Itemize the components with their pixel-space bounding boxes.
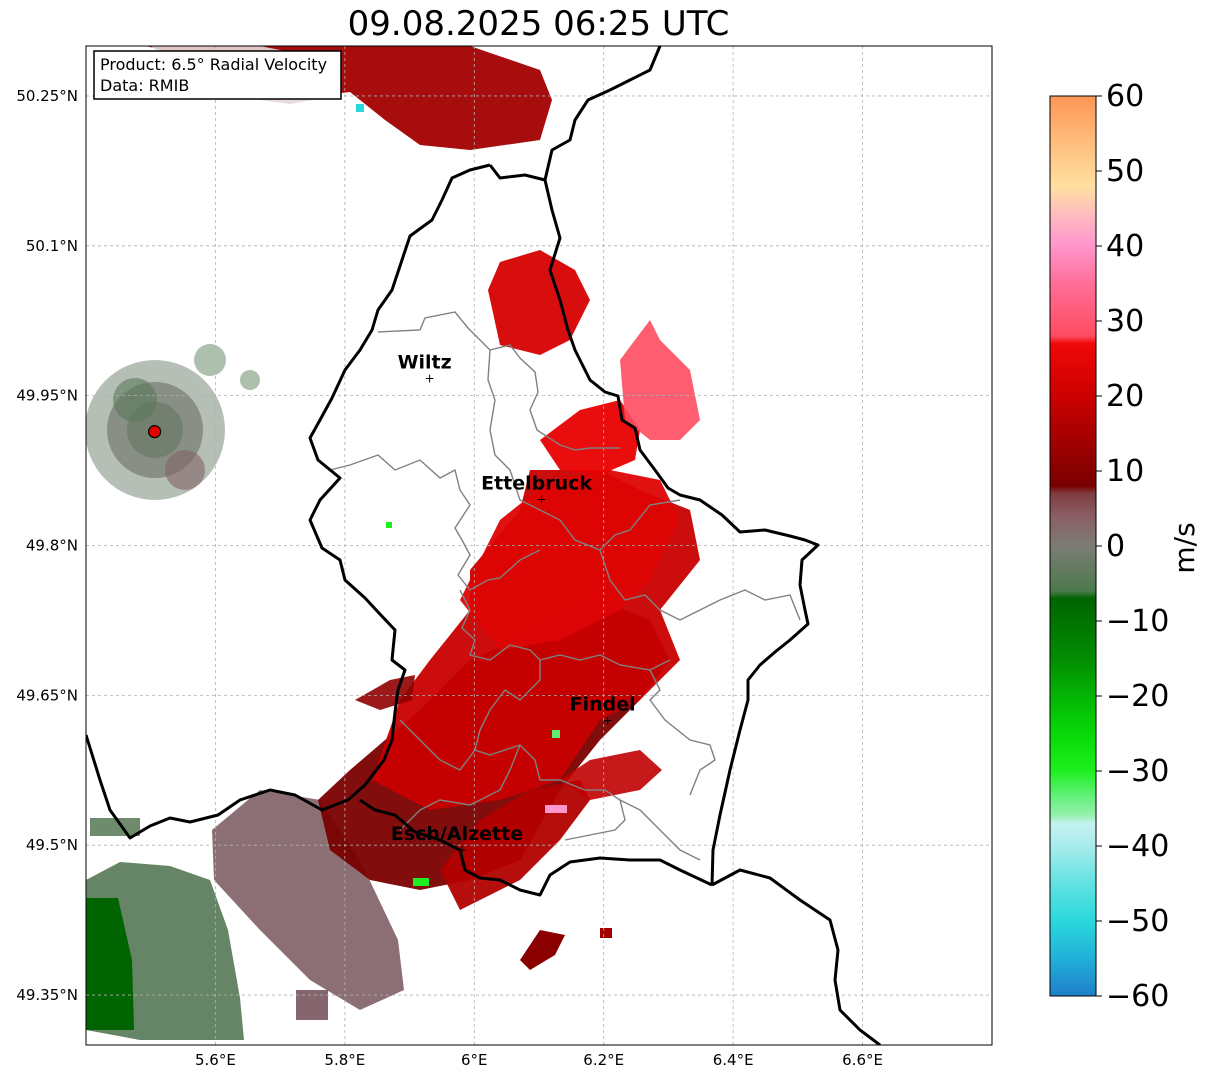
southwest-dark-green-echo bbox=[86, 898, 134, 1030]
y-tick-label: 50.1°N bbox=[26, 237, 78, 255]
city-label: Findel bbox=[570, 693, 636, 715]
info-box: Product: 6.5° Radial Velocity Data: RMIB bbox=[93, 50, 342, 100]
pink-echo-cluster bbox=[620, 320, 700, 440]
y-tick-label: 49.65°N bbox=[16, 686, 78, 704]
southwest-teal-patch bbox=[90, 818, 140, 836]
y-tick-label: 50.25°N bbox=[16, 87, 78, 105]
map-area: +Wiltz+Ettelbruck+Findel+Esch/Alzette Pr… bbox=[86, 46, 992, 1045]
southeast-echo-cell bbox=[560, 750, 662, 800]
cyan-pixel bbox=[356, 104, 364, 112]
northeast-echo-cell bbox=[488, 250, 590, 355]
x-tick-label: 6.4°E bbox=[713, 1051, 754, 1069]
city-marker: + bbox=[425, 372, 435, 386]
x-tick-label: 6.2°E bbox=[583, 1051, 624, 1069]
y-tick-label: 49.8°N bbox=[26, 537, 78, 555]
map-title: 09.08.2025 06:25 UTC bbox=[347, 4, 730, 44]
main-receding-echo-bright bbox=[460, 470, 680, 650]
colorbar-tick-label: 20 bbox=[1106, 379, 1144, 414]
east-echo-bright bbox=[540, 400, 640, 475]
southwest-grey-cell bbox=[296, 990, 328, 1020]
colorbar-unit-label: m/s bbox=[1168, 522, 1201, 573]
pink-pixel bbox=[545, 805, 567, 813]
colorbar-tick-label: 10 bbox=[1106, 454, 1144, 489]
city-marker: + bbox=[537, 493, 547, 507]
info-data-source: Data: RMIB bbox=[100, 76, 189, 95]
x-tick-label: 6°E bbox=[461, 1051, 488, 1069]
city-marker: + bbox=[603, 713, 613, 727]
colorbar-tick-label: −10 bbox=[1106, 604, 1169, 639]
info-product: Product: 6.5° Radial Velocity bbox=[100, 55, 327, 74]
green-pixel bbox=[552, 730, 560, 738]
x-axis: 5.6°E 5.8°E 6°E 6.2°E 6.4°E 6.6°E bbox=[195, 1051, 883, 1069]
x-tick-label: 5.8°E bbox=[324, 1051, 365, 1069]
colorbar-tick-label: −20 bbox=[1106, 679, 1169, 714]
colorbar: 60 50 40 30 20 10 0 −10 −20 −30 −40 −50 −60 m/s bbox=[1049, 79, 1201, 1014]
y-tick-label: 49.95°N bbox=[16, 387, 78, 405]
bottom-echo-cell bbox=[520, 930, 565, 970]
city-label: Ettelbruck bbox=[481, 473, 592, 495]
colorbar-tick-label: 30 bbox=[1106, 304, 1144, 339]
city-marker: + bbox=[457, 843, 467, 857]
city-layer: +Wiltz+Ettelbruck+Findel+Esch/Alzette bbox=[391, 352, 636, 858]
colorbar-tick-label: 50 bbox=[1106, 154, 1144, 189]
country-borders bbox=[86, 46, 881, 1045]
colorbar-tick-label: 0 bbox=[1106, 529, 1125, 564]
x-tick-label: 6.6°E bbox=[842, 1051, 883, 1069]
x-tick-label: 5.6°E bbox=[195, 1051, 236, 1069]
map-frame bbox=[85, 45, 993, 1046]
colorbar-tick-label: −50 bbox=[1106, 904, 1169, 939]
southeast-small-cell bbox=[600, 928, 612, 938]
y-axis: 50.25°N 50.1°N 49.95°N 49.8°N 49.65°N 49.5°N 4… bbox=[16, 87, 78, 1004]
y-tick-label: 49.5°N bbox=[26, 836, 78, 854]
city-label: Wiltz bbox=[398, 352, 452, 374]
colorbar-ticks: 60 50 40 30 20 10 0 −10 −20 −30 −40 −50 −60 bbox=[1096, 79, 1169, 1014]
luxembourg-border bbox=[86, 163, 491, 840]
colorbar-tick-label: 40 bbox=[1106, 229, 1144, 264]
colorbar-tick-label: −30 bbox=[1106, 754, 1169, 789]
city-label: Esch/Alzette bbox=[391, 823, 523, 845]
colorbar-tick-label: 60 bbox=[1106, 79, 1144, 114]
radar-site-marker bbox=[147, 425, 162, 439]
green-pixel bbox=[413, 878, 429, 886]
green-pixel bbox=[386, 522, 392, 528]
colorbar-tick-label: −60 bbox=[1106, 979, 1169, 1014]
canton-borders bbox=[329, 311, 801, 861]
colorbar-tick-label: −40 bbox=[1106, 829, 1169, 864]
y-tick-label: 49.35°N bbox=[16, 986, 78, 1004]
colorbar-gradient bbox=[1049, 95, 1097, 997]
